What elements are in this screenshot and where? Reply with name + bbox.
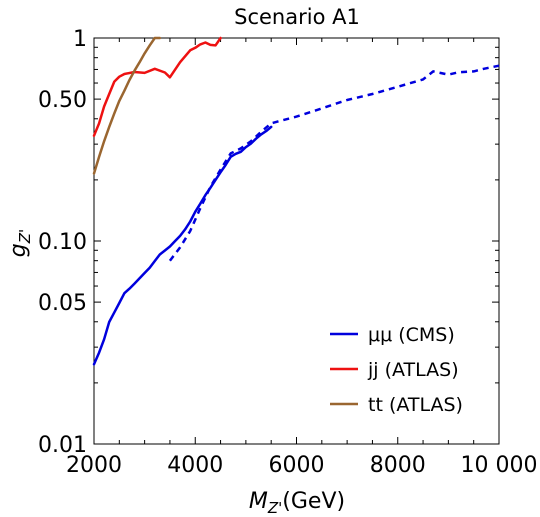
x-tick-label: 2000 bbox=[66, 453, 122, 478]
x-tick-label: 8000 bbox=[370, 453, 426, 478]
x-tick-label: 6000 bbox=[269, 453, 325, 478]
x-tick-label: 10 000 bbox=[461, 453, 538, 478]
series-line-2 bbox=[92, 36, 222, 137]
series-layer bbox=[92, 36, 500, 366]
series-line-0 bbox=[92, 125, 273, 366]
x-axis-title: MZ'(GeV) bbox=[249, 489, 345, 517]
x-axis-title-sub: Z' bbox=[267, 499, 282, 517]
x-axis-title-main: M bbox=[249, 489, 268, 514]
y-axis-title: gZ' bbox=[6, 229, 34, 257]
plot-area bbox=[92, 36, 500, 445]
chart-title: Scenario A1 bbox=[234, 5, 360, 29]
y-tick-label: 1 bbox=[73, 27, 87, 52]
legend-label: tt (ATLAS) bbox=[368, 394, 463, 416]
y-tick-labels: 0.01 0.05 0.10 0.50 1 bbox=[38, 27, 87, 458]
series-line-1 bbox=[168, 64, 500, 262]
y-tick-label: 0.50 bbox=[38, 88, 87, 113]
series-line-3 bbox=[92, 36, 162, 175]
legend-label: jj (ATLAS) bbox=[367, 359, 459, 381]
plot-frame bbox=[93, 37, 500, 445]
legend-label: μμ (CMS) bbox=[368, 324, 455, 346]
x-axis-title-unit: (GeV) bbox=[282, 489, 345, 514]
x-tick-labels: 2000 4000 6000 8000 10 000 bbox=[66, 453, 537, 478]
y-axis-title-main: g bbox=[6, 243, 31, 257]
y-tick-label: 0.05 bbox=[38, 291, 87, 316]
x-tick-label: 4000 bbox=[167, 453, 223, 478]
legend: μμ (CMS) jj (ATLAS) tt (ATLAS) bbox=[330, 324, 463, 416]
y-tick-label: 0.10 bbox=[38, 230, 87, 255]
y-axis-title-sub: Z' bbox=[16, 229, 34, 244]
minor-ticks bbox=[94, 38, 499, 444]
y-tick-label: 0.01 bbox=[38, 433, 87, 458]
major-ticks bbox=[93, 37, 500, 445]
